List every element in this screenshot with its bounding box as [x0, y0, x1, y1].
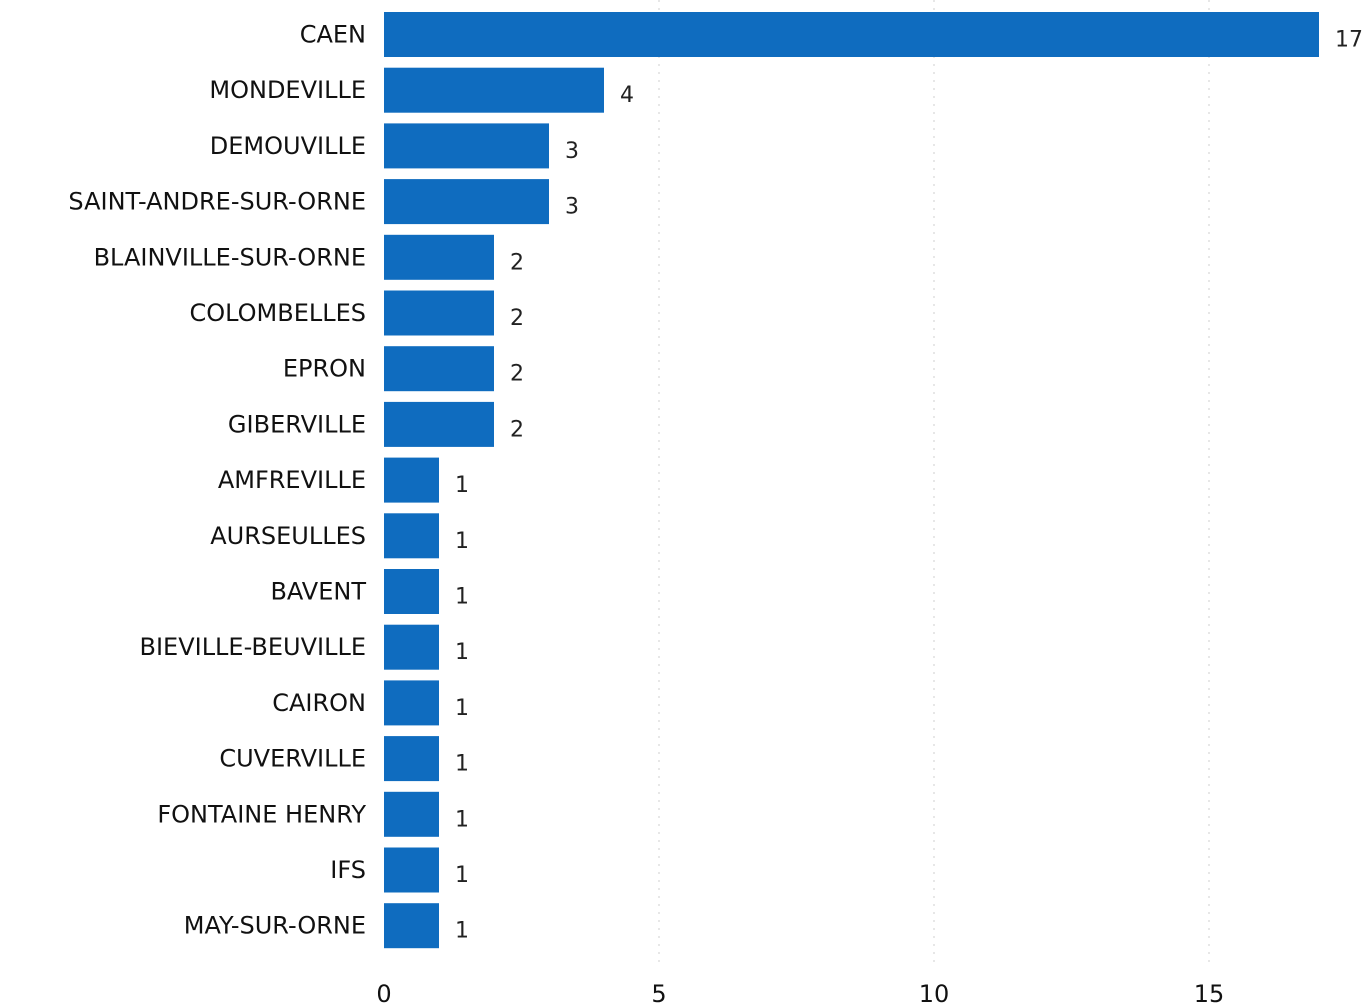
value-labels: 17 4 3 3 2 2 2 2 1 1 1 1 1 1 1 1 1: [455, 28, 1363, 944]
value-label: 3: [565, 195, 579, 220]
bar: [384, 12, 1319, 57]
category-label: FONTAINE HENRY: [157, 800, 366, 828]
value-label: 1: [455, 529, 469, 554]
bar: [384, 290, 494, 336]
x-axis-tick-labels: 0 5 10 15: [376, 980, 1224, 1005]
bar: [384, 67, 604, 113]
category-labels: CAEN MONDEVILLE DEMOUVILLE SAINT-ANDRE-SUR-…: [68, 21, 366, 940]
category-label: MAY-SUR-ORNE: [184, 912, 366, 940]
value-label: 2: [510, 306, 524, 331]
category-label: MONDEVILLE: [209, 76, 366, 104]
bar: [384, 401, 494, 447]
bar: [384, 624, 439, 670]
category-label: CAIRON: [272, 689, 366, 717]
bar: [384, 903, 439, 949]
category-label: SAINT-ANDRE-SUR-ORNE: [68, 188, 366, 216]
x-tick-label: 10: [919, 980, 950, 1005]
value-label: 3: [565, 139, 579, 164]
bars: [384, 12, 1319, 949]
value-label: 2: [510, 362, 524, 387]
value-label: 1: [455, 863, 469, 888]
bar: [384, 457, 439, 503]
category-label: GIBERVILLE: [228, 410, 366, 438]
value-label: 4: [620, 83, 634, 108]
bar: [384, 234, 494, 280]
x-tick-label: 15: [1194, 980, 1225, 1005]
value-label: 1: [455, 473, 469, 498]
category-label: AMFREVILLE: [218, 466, 366, 494]
value-label: 2: [510, 250, 524, 275]
value-label: 1: [455, 696, 469, 721]
bar: [384, 736, 439, 782]
value-label: 1: [455, 640, 469, 665]
category-label: CUVERVILLE: [219, 745, 366, 773]
value-label: 1: [455, 919, 469, 944]
category-label: BIEVILLE-BEUVILLE: [139, 633, 366, 661]
category-label: BLAINVILLE-SUR-ORNE: [94, 243, 366, 271]
category-label: CAEN: [300, 21, 366, 49]
category-label: COLOMBELLES: [189, 299, 366, 327]
value-label: 1: [455, 752, 469, 777]
bar: [384, 680, 439, 726]
value-label: 1: [455, 807, 469, 832]
category-label: EPRON: [283, 355, 366, 383]
bar: [384, 847, 439, 893]
bar: [384, 123, 549, 169]
value-label: 2: [510, 417, 524, 442]
grid-lines: [658, 0, 1210, 965]
category-label: AURSEULLES: [210, 522, 366, 550]
category-label: DEMOUVILLE: [210, 132, 366, 160]
value-label: 17: [1335, 28, 1363, 53]
bar: [384, 179, 549, 225]
category-label: BAVENT: [270, 578, 366, 606]
value-label: 1: [455, 585, 469, 610]
bar: [384, 346, 494, 392]
bar: [384, 513, 439, 559]
bar: [384, 791, 439, 837]
category-label: IFS: [330, 856, 366, 884]
x-tick-label: 0: [376, 980, 391, 1005]
x-tick-label: 5: [651, 980, 666, 1005]
bar: [384, 569, 439, 614]
